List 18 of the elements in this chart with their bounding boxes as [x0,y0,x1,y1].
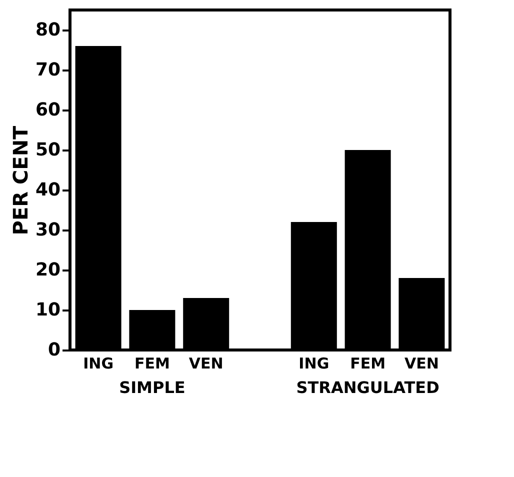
y-tick-label: 70 [35,60,60,80]
y-tick-label: 60 [35,100,60,120]
x-tick-label: ING [83,354,114,372]
y-tick-label: 20 [35,260,60,280]
y-tick-label: 80 [35,20,60,40]
y-tick-label: 30 [35,220,60,240]
x-tick-label: FEM [134,354,170,372]
y-tick-label: 10 [35,300,60,320]
y-tick-label: 40 [35,180,60,200]
x-tick-label: FEM [350,354,386,372]
text: SIMPLE [119,378,186,397]
y-tick-label: 50 [35,140,60,160]
x-tick-label: VEN [188,354,224,372]
y-tick-label: 0 [48,340,60,360]
y-axis-title: PER CENT [8,125,32,236]
x-tick-label: ING [298,354,330,372]
text: STRANGULATED [296,378,440,397]
x-tick-label: VEN [404,354,439,372]
